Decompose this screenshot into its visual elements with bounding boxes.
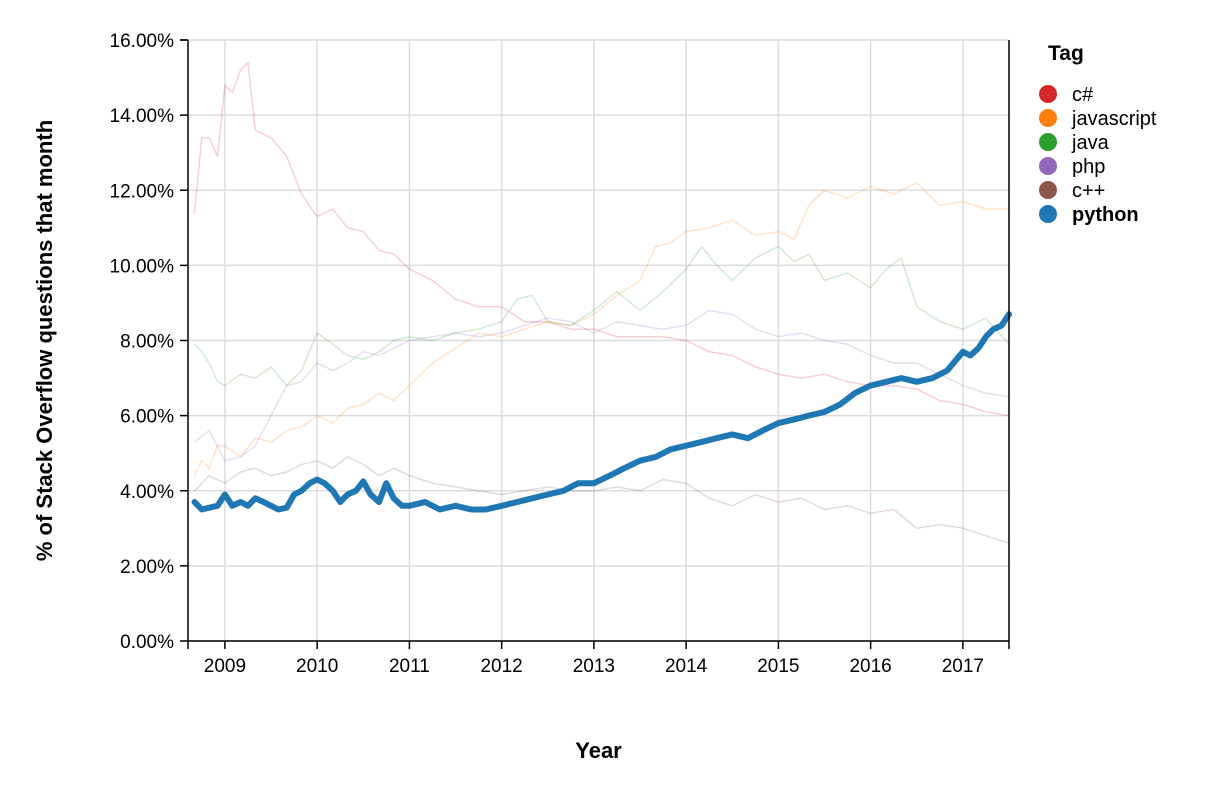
x-tick-label: 2016 — [849, 656, 891, 677]
series-line-java — [193, 245, 1010, 387]
series-line-javascript — [193, 181, 1010, 477]
x-tick-label: 2010 — [296, 656, 338, 677]
x-axis-title: Year — [575, 738, 622, 763]
series-line-cpp — [193, 456, 1010, 545]
x-tick-label: 2014 — [665, 656, 708, 677]
y-tick-label: 2.00% — [120, 557, 174, 578]
series-line-php — [193, 309, 1010, 462]
x-tick-label: 2012 — [480, 656, 522, 677]
y-tick-label: 4.00% — [120, 482, 174, 503]
legend-swatch — [1039, 205, 1057, 223]
x-tick-label: 2009 — [204, 656, 246, 677]
x-tick-label: 2013 — [573, 656, 615, 677]
x-tick-label: 2017 — [942, 656, 984, 677]
legend-swatch — [1039, 181, 1057, 199]
x-tick-label: 2011 — [389, 656, 430, 677]
x-tick-label: 2015 — [757, 656, 799, 677]
y-tick-label: 10.00% — [110, 256, 175, 277]
y-tick-label: 8.00% — [120, 332, 174, 353]
legend-swatch — [1039, 157, 1057, 175]
y-tick-label: 12.00% — [110, 181, 175, 202]
legend-swatch — [1039, 109, 1057, 127]
y-tick-label: 6.00% — [120, 407, 174, 428]
legend-label: javascript — [1071, 108, 1157, 130]
legend-label: php — [1072, 156, 1105, 178]
highlighted-series — [191, 311, 1012, 513]
legend-title: Tag — [1048, 42, 1084, 65]
series-line-csharp — [193, 61, 1010, 417]
y-tick-label: 16.00% — [110, 31, 175, 52]
legend-label: python — [1072, 204, 1139, 226]
grid — [188, 39, 1009, 642]
series-line-python — [191, 311, 1012, 513]
y-tick-label: 14.00% — [110, 106, 175, 127]
y-tick-label: 0.00% — [120, 632, 174, 653]
background-series — [193, 61, 1010, 545]
y-axis-title: % of Stack Overflow questions that month — [32, 120, 57, 561]
legend-label: java — [1071, 132, 1110, 154]
legend-swatch — [1039, 133, 1057, 151]
legend-label: c++ — [1072, 180, 1105, 202]
legend-swatch — [1039, 85, 1057, 103]
axes: 0.00% 2.00% 4.00% 6.00% 8.00% 10.00% 12.00% 14.… — [110, 31, 1010, 677]
legend-label: c# — [1072, 84, 1094, 106]
